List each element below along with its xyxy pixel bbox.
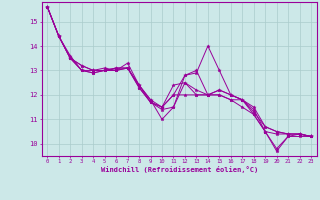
X-axis label: Windchill (Refroidissement éolien,°C): Windchill (Refroidissement éolien,°C) xyxy=(100,166,258,173)
